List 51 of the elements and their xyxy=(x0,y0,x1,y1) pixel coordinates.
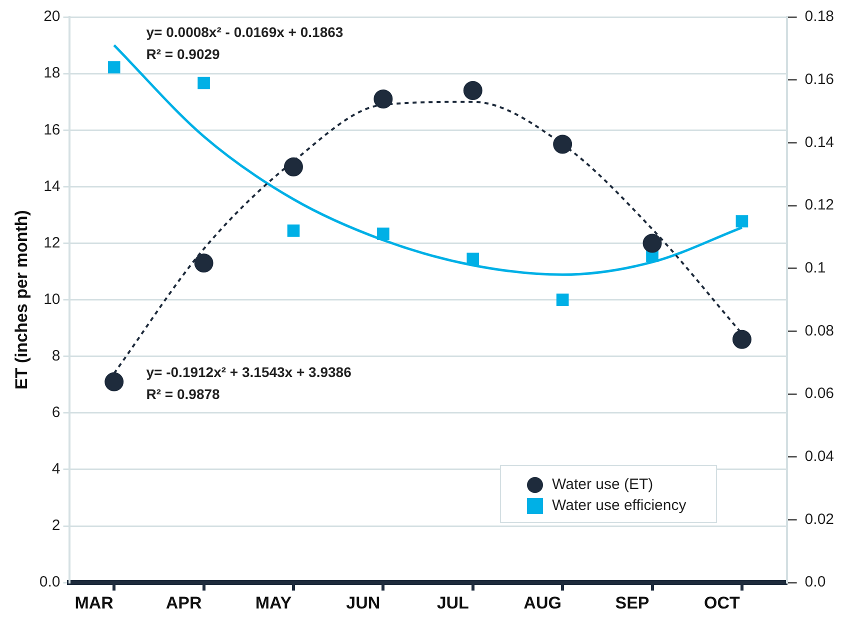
point xyxy=(284,157,303,176)
y2-tick-label: 0.1 xyxy=(804,260,826,277)
point xyxy=(287,224,300,237)
x-tick-label: SEP xyxy=(615,593,650,612)
point xyxy=(104,372,124,392)
y2-tick-label: 0.12 xyxy=(804,196,834,214)
y-tick-label: 20 xyxy=(44,8,60,26)
point xyxy=(377,228,390,240)
y-tick-label: 10 xyxy=(44,290,60,308)
point xyxy=(194,254,214,273)
y2-tick-label: 0.08 xyxy=(804,322,834,340)
x-tick-label: APR xyxy=(166,593,202,612)
annotation: y= 0.0008x² - 0.0169x + 0.1863 xyxy=(146,24,344,40)
point xyxy=(374,90,393,109)
y-tick-label: 18 xyxy=(44,64,60,82)
point xyxy=(556,294,569,306)
point xyxy=(736,215,748,228)
annotation: R² = 0.9029 xyxy=(146,46,220,62)
y-tick-label: 16 xyxy=(44,121,60,138)
legend-label: Water use (ET) xyxy=(552,476,654,493)
y-tick-label: 4 xyxy=(52,460,60,478)
y2-tick-label: 0.02 xyxy=(804,510,834,528)
x-tick-label: MAR xyxy=(74,593,114,612)
point xyxy=(732,330,752,349)
point xyxy=(108,61,120,74)
annotation: y= -0.1912x² + 3.1543x + 3.9386 xyxy=(146,364,352,380)
point xyxy=(466,252,480,266)
y2-tick-label: 0.14 xyxy=(804,134,834,151)
point xyxy=(642,234,662,253)
y2-tick-label: 0.18 xyxy=(804,8,834,26)
y-axis-title: ET (inches per month) xyxy=(12,210,31,390)
y-tick-label: 0.0 xyxy=(39,574,60,591)
x-tick-label: JUN xyxy=(346,593,380,612)
point xyxy=(553,134,572,154)
x-tick-label: MAY xyxy=(255,593,292,612)
y2-tick-label: 0.04 xyxy=(804,448,834,466)
x-tick-label: JUL xyxy=(436,593,469,612)
y-tick-label: 12 xyxy=(44,234,60,252)
y2-tick-label: 0.16 xyxy=(804,70,834,88)
y-tick-label: 2 xyxy=(52,517,60,534)
legend-label: Water use efficiency xyxy=(552,497,686,514)
y-tick-label: 14 xyxy=(44,178,60,195)
point xyxy=(198,76,210,90)
y-tick-label: 6 xyxy=(52,404,60,422)
y2-tick-label: 0.06 xyxy=(804,385,834,402)
y-tick-label: 8 xyxy=(52,348,60,364)
annotation: R² = 0.9878 xyxy=(146,386,220,402)
x-tick-label: OCT xyxy=(704,593,741,612)
x-tick-label: AUG xyxy=(524,593,562,612)
y2-tick-label: 0.0 xyxy=(804,574,826,591)
point xyxy=(463,81,482,100)
